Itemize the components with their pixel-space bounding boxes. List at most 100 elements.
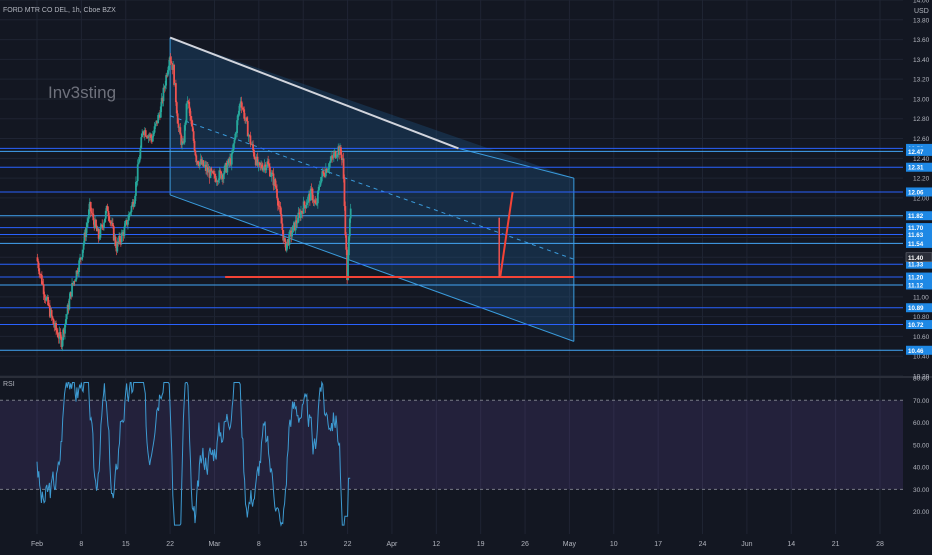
candle-body [152, 132, 155, 137]
candle-body [236, 120, 239, 133]
rsi-label: RSI [3, 381, 15, 388]
candle-body [182, 141, 184, 143]
candle-body [95, 219, 97, 227]
level-price-tag [906, 320, 932, 330]
candle-body [328, 163, 331, 169]
candle-body [95, 226, 98, 232]
candle-body [97, 229, 100, 239]
y-tick-label: 13.00 [913, 96, 930, 103]
level-price-text: 11.20 [908, 275, 924, 282]
candle-body [68, 298, 71, 310]
candle-body [231, 150, 234, 154]
x-tick-label: 17 [654, 541, 662, 548]
candle-body [218, 170, 221, 181]
candle-body [344, 206, 347, 236]
x-tick-label: 19 [477, 541, 485, 548]
current-price-text: 11.40 [908, 255, 924, 262]
candle-body [85, 227, 88, 238]
candle-body [141, 133, 144, 138]
candle-body [98, 237, 101, 239]
candle-body [267, 161, 270, 165]
x-tick-label: May [563, 541, 577, 548]
candle-body [269, 166, 271, 177]
candle-body [168, 57, 171, 66]
candle-body [190, 119, 193, 127]
candle-body [183, 125, 186, 143]
candle-body [184, 121, 187, 126]
candle-body [212, 171, 215, 174]
rsi-tick-label: 70.00 [913, 398, 930, 405]
candle-body [234, 133, 237, 140]
candle-body [47, 297, 49, 306]
candle-body [82, 243, 85, 250]
candle-body [288, 231, 291, 245]
level-price-text: 11.63 [908, 232, 924, 239]
x-tick-label: 26 [521, 541, 529, 548]
candle-body [214, 177, 217, 182]
candle-body [66, 304, 69, 315]
level-price-text: 12.06 [908, 189, 924, 196]
x-tick-label: 12 [432, 541, 440, 548]
candle-body [296, 222, 299, 224]
candle-body [86, 223, 89, 228]
breakout-arrow [499, 191, 514, 278]
candle-body [50, 310, 53, 317]
level-price-tag [906, 238, 932, 248]
level-price-tag [906, 230, 932, 240]
candle-body [210, 168, 213, 172]
candle-body [62, 329, 65, 341]
candle-body [311, 188, 314, 201]
candle-body [277, 205, 280, 207]
axes: 10.2010.4010.6010.8011.0011.2011.4011.60… [31, 0, 930, 548]
candle-body [237, 114, 239, 121]
candle-body [305, 204, 308, 209]
candle-body [36, 257, 39, 262]
candle-body [176, 113, 179, 124]
candle-body [163, 87, 166, 89]
candle-body [160, 97, 163, 107]
candle-body [87, 218, 89, 224]
candle-body [318, 185, 321, 187]
candle-body [327, 168, 330, 170]
candle-body [103, 218, 106, 223]
y-tick-label: 12.20 [913, 176, 930, 183]
candle-body [235, 132, 238, 134]
candle-body [253, 149, 255, 157]
candle-body [185, 103, 188, 122]
level-price-tag [906, 280, 932, 290]
y-tick-label: 12.60 [913, 136, 930, 143]
candle-body [128, 213, 131, 215]
candle-body [316, 203, 318, 205]
candle-body [89, 201, 92, 212]
candle-body [238, 104, 241, 111]
candle-body [51, 316, 54, 319]
candle-body [65, 314, 68, 320]
level-price-tag [906, 272, 932, 282]
level-price-tag [906, 223, 932, 233]
candle-body [120, 232, 123, 242]
candle-body [323, 172, 325, 176]
candle-body [320, 176, 323, 183]
candle-body [182, 142, 185, 144]
candle-body [83, 232, 86, 244]
candle-body [101, 224, 104, 227]
candle-body [153, 126, 156, 133]
candle-body [42, 284, 45, 295]
candle-body [99, 226, 102, 238]
x-tick-label: Jun [741, 541, 752, 548]
level-price-text: 11.12 [908, 282, 924, 289]
candle-body [74, 279, 77, 282]
candle-body [274, 179, 277, 187]
candle-body [114, 236, 117, 247]
level-price-text: 12.31 [908, 165, 924, 172]
candle-body [278, 206, 281, 207]
candle-body [222, 173, 225, 180]
x-tick-label: 8 [79, 541, 83, 548]
candle-body [340, 154, 343, 161]
candle-body [259, 162, 262, 166]
candle-body [230, 153, 233, 165]
candle-body [77, 272, 80, 274]
candle-body [322, 171, 325, 173]
y-tick-label: 11.00 [913, 294, 929, 301]
candle-body [203, 165, 206, 167]
